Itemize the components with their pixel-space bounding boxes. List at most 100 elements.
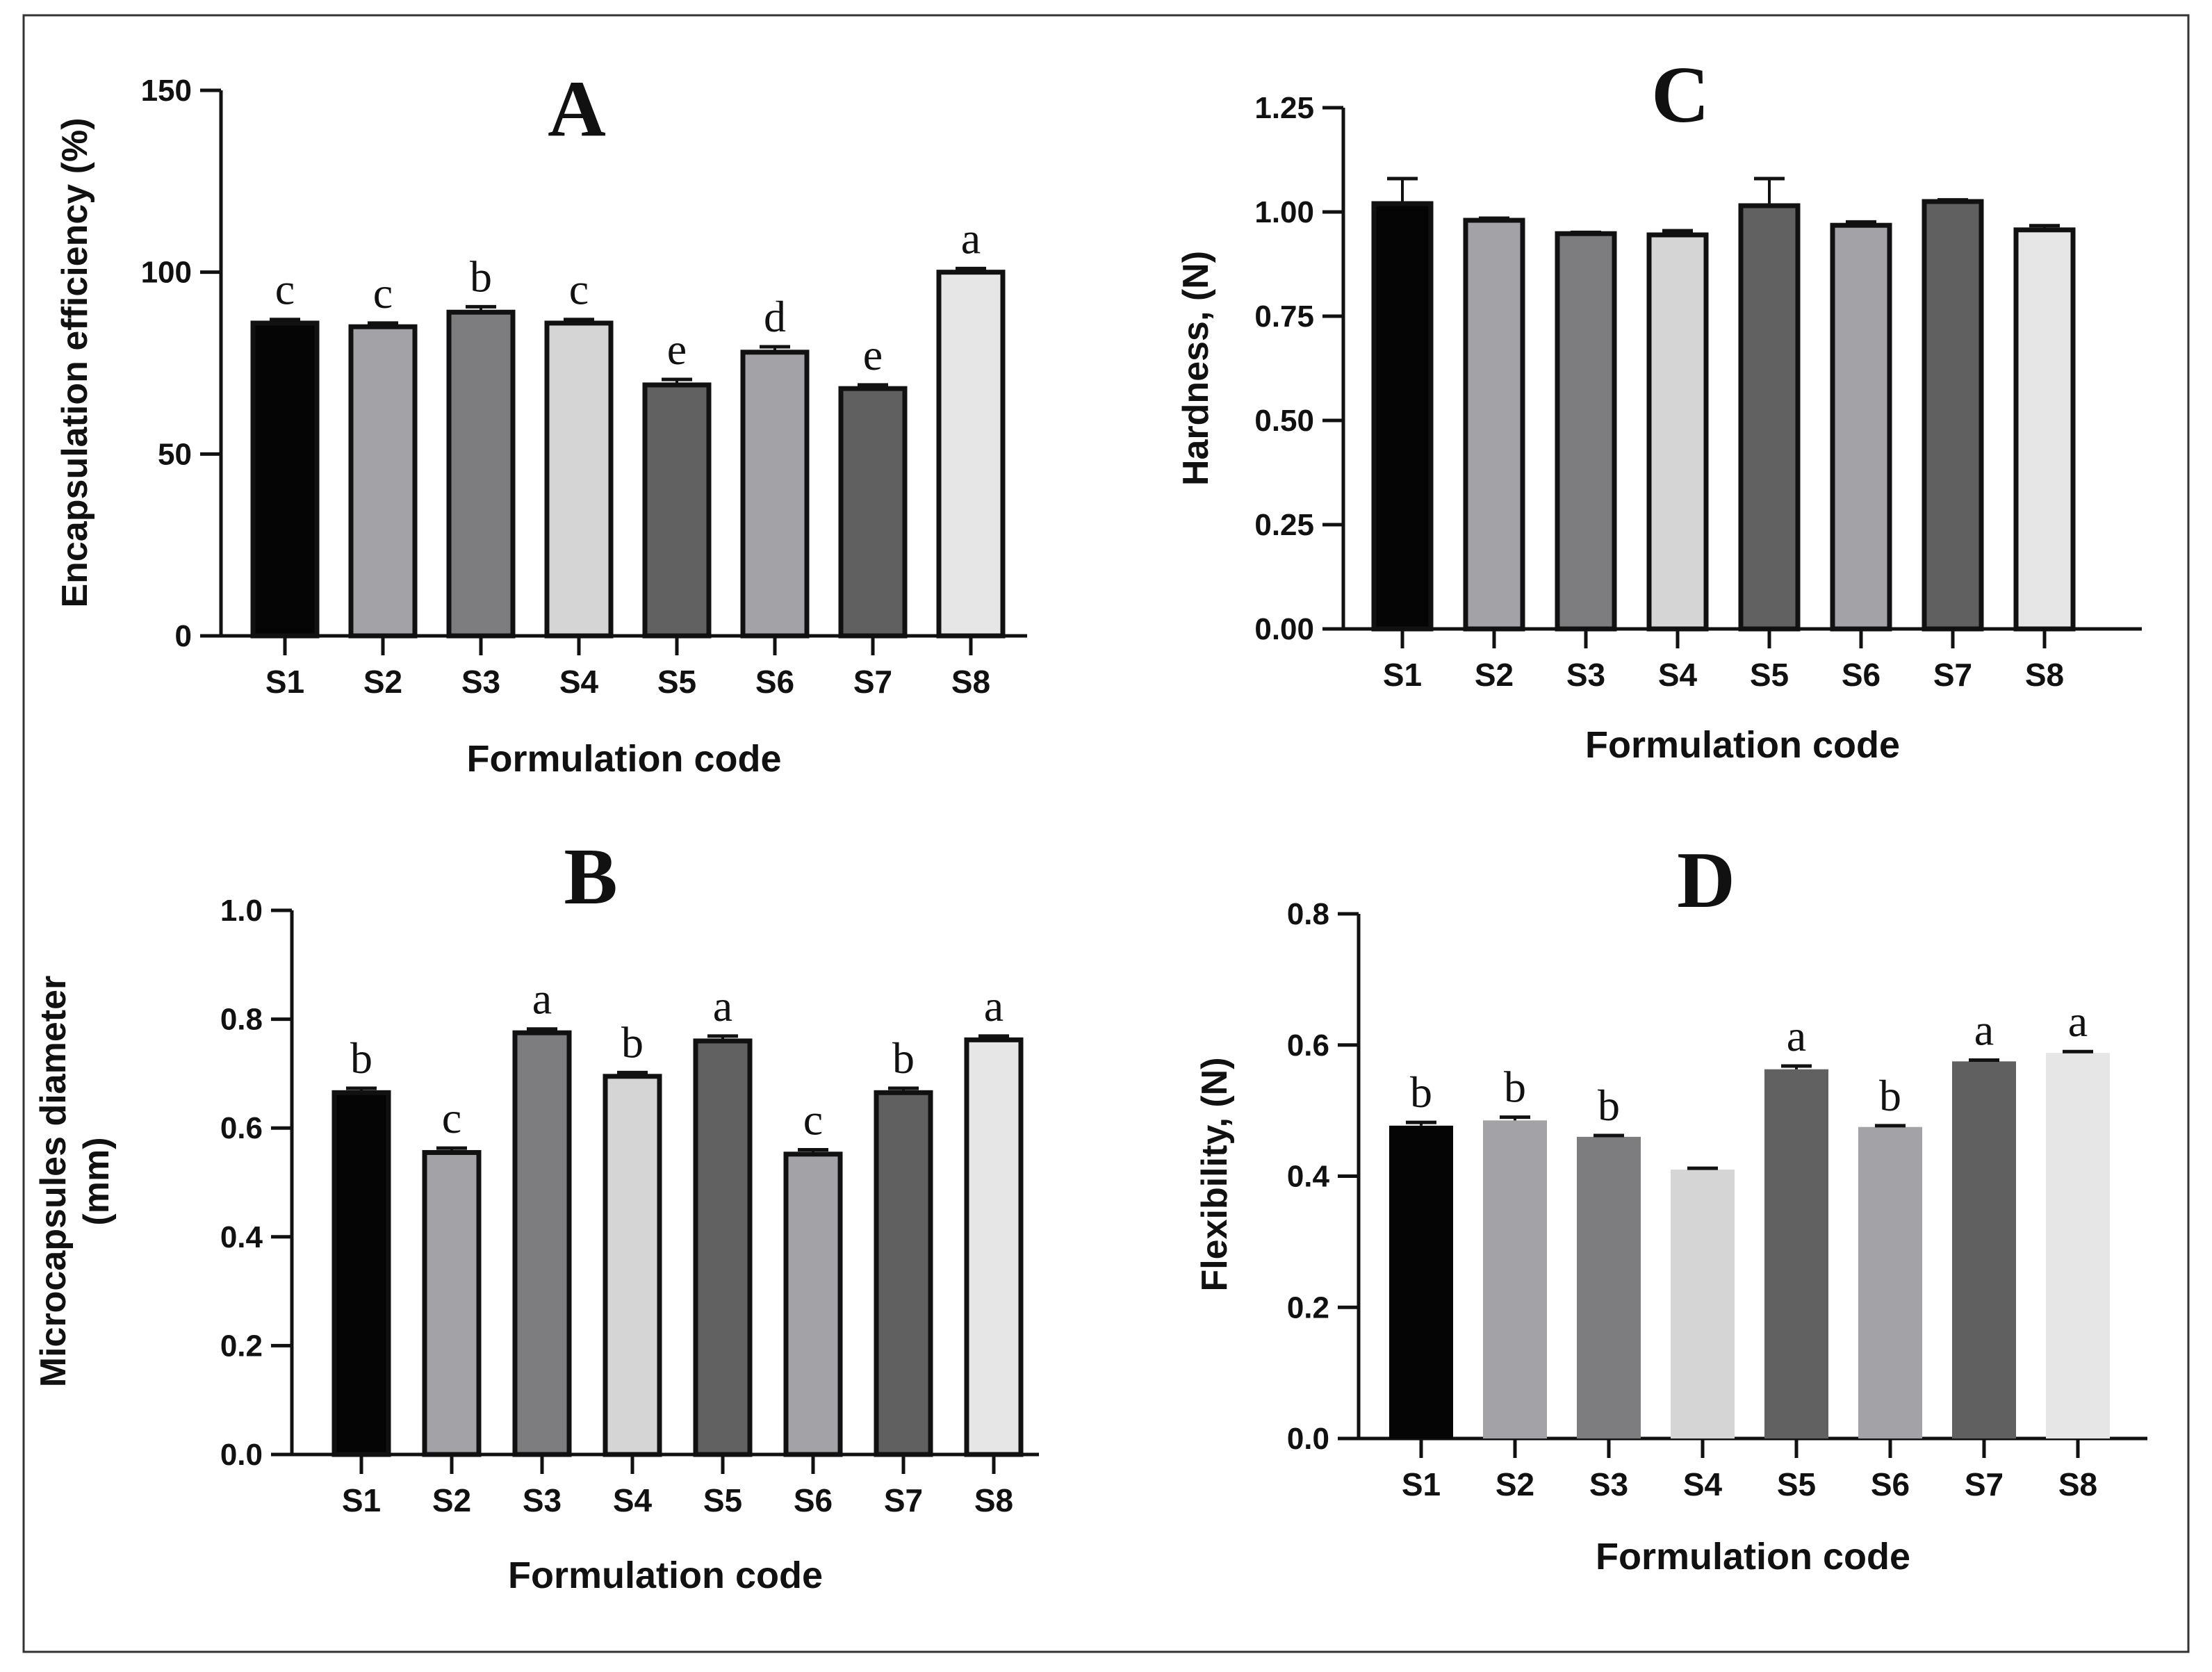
panel-title: C	[1651, 51, 1710, 140]
bar	[693, 1038, 753, 1457]
x-axis-title: Formulation code	[466, 738, 781, 780]
bar	[1577, 1136, 1641, 1439]
bar	[1371, 201, 1434, 632]
y-axis-title: Flexibility, (N)	[1195, 1057, 1235, 1291]
category-label: S4	[1683, 1466, 1723, 1502]
y-tick-label: 50	[158, 437, 192, 471]
y-tick-label: 0.2	[220, 1329, 263, 1363]
category-label: S4	[613, 1482, 653, 1518]
y-tick-label: 0.0	[220, 1438, 263, 1472]
significance-letter: a	[1974, 1005, 1994, 1054]
significance-letter: b	[470, 252, 492, 301]
category-label: S8	[2025, 657, 2064, 693]
y-tick-label: 0.4	[1287, 1160, 1330, 1194]
bar	[1858, 1126, 1922, 1439]
significance-letter: a	[1787, 1011, 1806, 1060]
category-label: S8	[974, 1482, 1013, 1518]
category-label: S1	[1383, 657, 1422, 693]
significance-letter: b	[1598, 1081, 1620, 1130]
bar	[422, 1149, 482, 1457]
category-label: S5	[1777, 1466, 1816, 1502]
significance-letter: b	[1504, 1063, 1526, 1112]
bar	[936, 270, 1006, 639]
category-label: S2	[1475, 657, 1514, 693]
category-label: S2	[363, 664, 402, 700]
category-label: S1	[342, 1482, 381, 1518]
significance-letter: c	[373, 268, 393, 318]
category-label: S3	[1566, 657, 1605, 693]
bar	[838, 386, 908, 639]
category-label: S5	[703, 1482, 742, 1518]
y-tick-label: 0.8	[220, 1003, 263, 1037]
bar	[1764, 1069, 1828, 1439]
bar	[1483, 1120, 1547, 1439]
significance-letter: a	[713, 981, 732, 1031]
bar	[1555, 231, 1617, 632]
bar	[1922, 199, 1984, 632]
category-label: S4	[559, 664, 599, 700]
bar	[1389, 1125, 1453, 1439]
category-label: S7	[1933, 657, 1972, 693]
category-label: S3	[1589, 1466, 1628, 1502]
significance-letter: b	[1879, 1071, 1901, 1120]
significance-letter: c	[442, 1093, 461, 1142]
category-label: S2	[432, 1482, 471, 1518]
significance-letter: a	[961, 213, 981, 263]
bar	[250, 320, 320, 639]
significance-letter: d	[764, 292, 786, 341]
significance-letter: c	[803, 1095, 823, 1145]
bar	[331, 1090, 391, 1457]
y-tick-label: 0.75	[1254, 300, 1314, 334]
y-tick-label: 0.00	[1254, 612, 1314, 646]
category-label: S8	[2058, 1466, 2097, 1502]
significance-letter: c	[569, 265, 589, 314]
category-label: S6	[1871, 1466, 1910, 1502]
significance-letter: a	[2068, 997, 2088, 1046]
y-tick-label: 100	[141, 256, 192, 290]
panel-title: B	[564, 833, 617, 921]
panel-title: D	[1677, 836, 1735, 925]
bar	[1646, 232, 1709, 632]
bar	[1830, 222, 1892, 632]
significance-letter: b	[350, 1033, 372, 1083]
significance-letter: c	[275, 265, 295, 314]
y-tick-label: 150	[141, 74, 192, 108]
panel-d: D 0.0 0.2 0.4 0.6 0.8 b S1 b S2 b S3 S4 a S5 b S6 a S7 a S8 F…	[1195, 836, 2147, 1577]
category-label: S3	[461, 664, 500, 700]
bar	[642, 382, 712, 639]
bar	[874, 1090, 933, 1457]
y-tick-label: 1.0	[220, 894, 263, 928]
x-axis-title: Formulation code	[1585, 724, 1900, 766]
y-tick-label: 0.8	[1287, 897, 1329, 931]
significance-letter: b	[1410, 1067, 1432, 1117]
bar	[964, 1037, 1024, 1457]
significance-letter: e	[667, 325, 687, 374]
x-axis-title: Formulation code	[508, 1555, 823, 1596]
category-label: S5	[1750, 657, 1789, 693]
category-label: S4	[1658, 657, 1698, 693]
category-label: S8	[951, 664, 990, 700]
panel-title: A	[548, 65, 606, 154]
y-tick-label: 0.0	[1287, 1422, 1329, 1456]
bar	[1671, 1170, 1735, 1439]
significance-letter: b	[621, 1017, 644, 1067]
y-tick-label: 0.25	[1254, 508, 1314, 542]
y-axis-title: Hardness, (N)	[1176, 251, 1216, 486]
panel-c: C 0.00 0.25 0.50 0.75 1.00 1.25 S1 S2 S3 S4 S5 S6 S7 S…	[1176, 51, 2142, 766]
y-tick-label: 1.25	[1254, 91, 1314, 125]
y-tick-label: 0.4	[220, 1220, 263, 1254]
category-label: S2	[1496, 1466, 1534, 1502]
y-tick-label: 0.6	[220, 1111, 263, 1145]
category-label: S6	[755, 664, 794, 700]
bar	[446, 309, 516, 639]
category-label: S3	[523, 1482, 562, 1518]
y-axis-title: Microcapsules diameter	[33, 976, 74, 1387]
bar	[1463, 218, 1525, 632]
bar	[544, 320, 614, 639]
bar	[512, 1030, 572, 1457]
x-axis-title: Formulation code	[1596, 1536, 1910, 1577]
category-label: S6	[794, 1482, 833, 1518]
category-label: S7	[884, 1482, 923, 1518]
category-label: S6	[1842, 657, 1881, 693]
